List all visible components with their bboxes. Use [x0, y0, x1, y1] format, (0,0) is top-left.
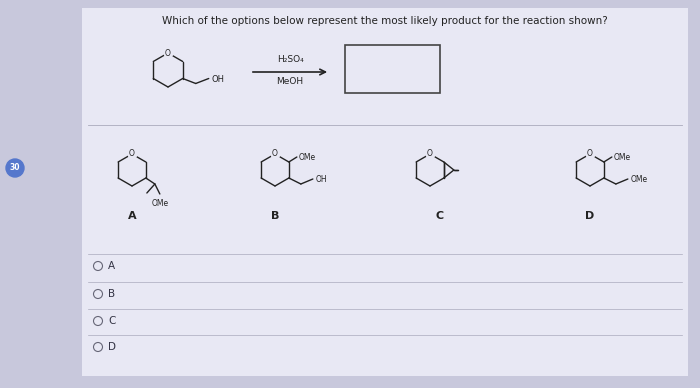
Text: OH: OH	[211, 75, 225, 84]
Text: O: O	[272, 149, 278, 159]
Text: D: D	[585, 211, 594, 221]
Circle shape	[94, 262, 102, 270]
Text: A: A	[127, 211, 136, 221]
Text: OMe: OMe	[631, 175, 648, 184]
Text: H₂SO₄: H₂SO₄	[276, 55, 303, 64]
Text: B: B	[108, 289, 115, 299]
Text: B: B	[271, 211, 279, 221]
Text: OMe: OMe	[151, 199, 169, 208]
Bar	[82, 8, 688, 376]
Text: MeOH: MeOH	[276, 77, 304, 86]
Text: O: O	[129, 149, 135, 159]
Text: O: O	[587, 149, 593, 159]
Text: Which of the options below represent the most likely product for the reaction sh: Which of the options below represent the…	[162, 16, 608, 26]
Text: 30: 30	[10, 163, 20, 173]
Circle shape	[6, 159, 24, 177]
Bar	[345, 45, 440, 93]
Text: OMe: OMe	[299, 152, 316, 161]
Text: A: A	[108, 261, 115, 271]
Text: O: O	[427, 149, 433, 159]
Text: OH: OH	[316, 175, 328, 184]
Text: O: O	[165, 48, 171, 57]
Circle shape	[94, 317, 102, 326]
Text: C: C	[108, 316, 116, 326]
Text: D: D	[108, 342, 116, 352]
Circle shape	[94, 289, 102, 298]
Circle shape	[94, 343, 102, 352]
Text: C: C	[436, 211, 444, 221]
Text: OMe: OMe	[614, 152, 631, 161]
